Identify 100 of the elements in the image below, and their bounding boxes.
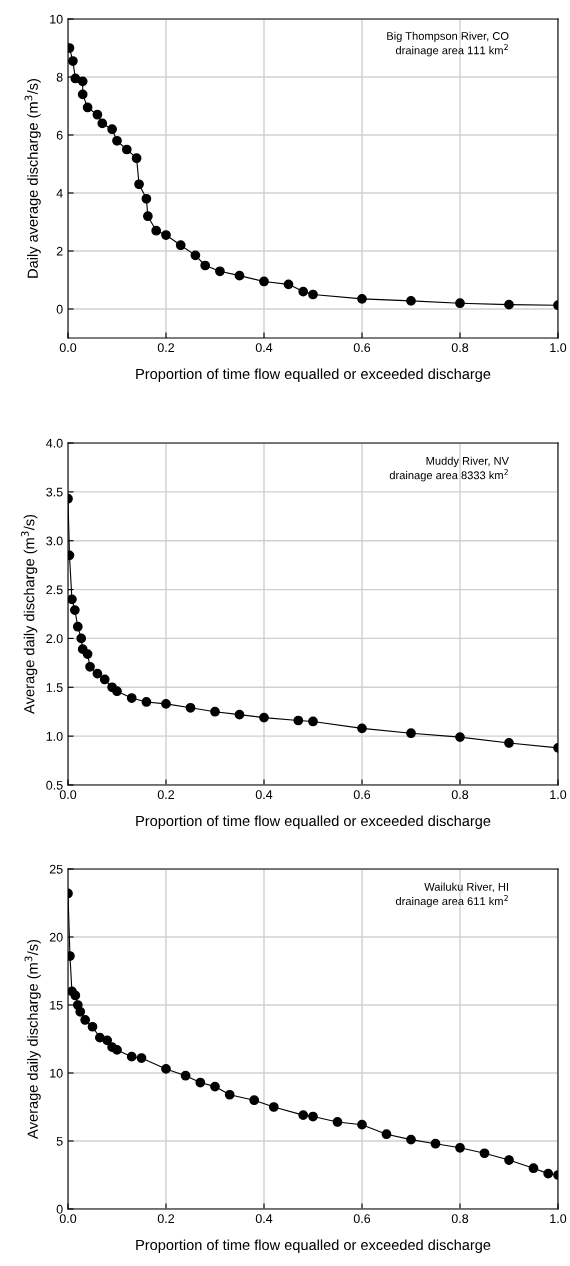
point (504, 1155, 514, 1165)
point (121, 144, 132, 155)
point (283, 279, 294, 290)
annotation: Muddy River, NV drainage area 8333 km$^{2}$ (389, 456, 509, 482)
point (308, 716, 318, 727)
point (134, 179, 144, 190)
point (210, 706, 220, 717)
x-tick-label: 0.0 (59, 343, 77, 353)
y-tick-label: 25 (49, 864, 63, 874)
point (77, 89, 88, 100)
y-tick-label: 8 (56, 72, 63, 82)
point (210, 1081, 220, 1092)
point (268, 1102, 279, 1112)
x-axis-title: Proportion of time flow equalled or exceeded discharge (136, 1239, 491, 1253)
x-tick-label: 0.8 (451, 343, 469, 353)
y-tick-label: 1.0 (46, 731, 63, 741)
point (99, 674, 110, 685)
point (224, 1089, 235, 1100)
point (70, 990, 81, 1001)
point (107, 124, 117, 135)
point (112, 686, 122, 697)
point (479, 1148, 490, 1159)
point (82, 649, 93, 659)
point (298, 286, 309, 297)
point (77, 76, 88, 87)
point (308, 1111, 318, 1122)
point (136, 1053, 147, 1063)
point (161, 699, 171, 709)
y-tick-label: 0 (56, 304, 63, 314)
point (381, 1129, 392, 1140)
point (190, 250, 201, 261)
point (504, 299, 514, 310)
x-tick-label: 0.4 (255, 790, 273, 800)
annotation: Wailuku River, HI drainage area 611 km$^{2}$ (395, 882, 508, 908)
point (543, 1168, 554, 1179)
x-tick-label: 0.8 (451, 790, 469, 800)
y-tick-label: 20 (49, 932, 63, 942)
point (234, 709, 245, 720)
point (72, 621, 83, 632)
y-tick-label: 10 (50, 14, 63, 24)
point (215, 266, 225, 277)
y-tick-label: 4.0 (46, 438, 63, 448)
point (85, 661, 95, 672)
point (92, 109, 103, 120)
point (82, 102, 93, 113)
x-tick-label: 0.8 (451, 1214, 469, 1224)
point (259, 276, 269, 287)
point (528, 1163, 539, 1174)
x-tick-label: 0.6 (353, 1214, 371, 1224)
y-tick-label: 15 (50, 1000, 63, 1010)
x-tick-label: 0.6 (353, 343, 371, 353)
y-tick-label: 2.0 (46, 634, 63, 644)
point (68, 594, 77, 605)
y-axis-title: Daily average discharge (m$^{3}$/s) (24, 79, 41, 278)
point (112, 135, 122, 146)
y-tick-label: 4 (56, 188, 63, 198)
point (112, 1045, 122, 1055)
y-tick-label: 10 (50, 1068, 63, 1078)
point (102, 1035, 113, 1046)
y-tick-label: 2 (56, 246, 63, 256)
x-tick-label: 0.2 (157, 790, 175, 800)
point (357, 723, 367, 734)
point (131, 153, 142, 164)
point (259, 712, 269, 723)
y-tick-label: 2.5 (46, 585, 63, 595)
point (308, 289, 318, 300)
x-tick-label: 0.4 (255, 1214, 273, 1224)
point (200, 260, 211, 271)
point (455, 732, 465, 742)
point (92, 668, 103, 679)
point (504, 738, 514, 748)
point (126, 693, 137, 703)
point (406, 728, 416, 739)
point (332, 1117, 343, 1127)
point (161, 230, 171, 240)
point (406, 296, 416, 306)
point (141, 193, 152, 204)
y-tick-label: 3.5 (46, 487, 63, 497)
point (298, 1110, 309, 1121)
x-tick-label: 0.4 (255, 343, 273, 353)
point (143, 211, 153, 222)
point (195, 1077, 206, 1088)
point (406, 1134, 416, 1145)
point (68, 56, 78, 66)
annotation: Big Thompson River, CO drainage area 111 km$^{2}$ (387, 31, 509, 57)
point (180, 1070, 191, 1081)
point (357, 1119, 367, 1130)
point (141, 697, 152, 707)
point (185, 702, 196, 713)
y-tick-label: 0.5 (46, 780, 63, 790)
point (293, 715, 304, 726)
point (97, 118, 108, 129)
y-axis-title: Average daily discharge (m$^{3}$/s) (21, 514, 38, 714)
x-tick-label: 1.0 (550, 1214, 567, 1224)
y-tick-label: 0 (56, 1204, 63, 1214)
point (87, 1021, 98, 1032)
point (126, 1051, 137, 1062)
y-tick-label: 6 (56, 130, 63, 140)
point (76, 633, 87, 644)
point (249, 1095, 260, 1106)
